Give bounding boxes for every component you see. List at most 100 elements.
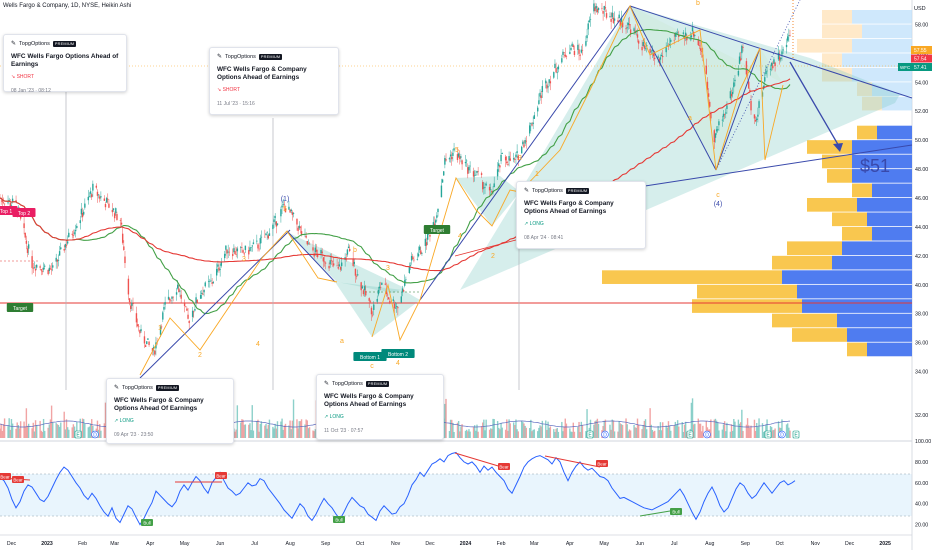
volume-bar [594,421,596,438]
publisher-name[interactable]: TopgOptions [225,53,256,60]
idea-card-5[interactable]: ✎ TopgOptions PREMIUM WFC Wells Fargo & Co… [316,374,444,440]
candle-body [340,262,343,267]
volume-bar [529,428,531,438]
price-tick-label: 58.00 [915,22,928,28]
candle-body [127,278,130,295]
candle-body [507,163,509,165]
candle-body [148,341,150,345]
symbol-title[interactable]: Wells Fargo & Company, 1D, NYSE, Heikin … [3,3,132,9]
idea-title[interactable]: WFC Wells Fargo & Company Options Ahead … [324,393,414,408]
candle-body [490,189,492,190]
volume-profile-buy [692,299,802,313]
volume-bar [557,431,560,438]
publisher-name[interactable]: TopgOptions [332,380,363,387]
volume-bar [24,426,26,438]
idea-title[interactable]: WFC Wells Fargo & Company Options Ahead … [114,397,204,412]
volume-bar [525,427,527,438]
volume-bar [749,427,751,438]
volume-profile-sell [852,169,912,183]
candle-body [541,86,544,93]
volume-bar [604,419,607,438]
volume-bar [546,429,548,438]
volume-bar [762,431,765,438]
volume-bar [103,423,106,438]
volume-bar [722,424,725,438]
candle-body [41,271,44,272]
candle-body [39,266,41,268]
candle-body [506,161,508,164]
volume-bar [473,425,476,438]
volume-bar [40,430,42,438]
candle-body [328,265,330,269]
idea-card-4[interactable]: ✎ TopgOptions PREMIUM WFC Wells Fargo & Co… [106,378,234,444]
volume-bar [537,431,539,438]
publisher-name[interactable]: TopgOptions [122,384,153,391]
candle-body [433,223,436,226]
idea-title[interactable]: WFC Wells Fargo & Company Options Ahead … [217,66,307,81]
volume-bar [44,430,46,438]
signal-label: Bull [335,518,342,523]
candle-body [523,144,525,148]
candle-body [57,259,60,261]
idea-title[interactable]: WFC Wells Fargo & Company Options Ahead … [524,200,614,215]
idea-card-3[interactable]: ✎ TopgOptions PREMIUM WFC Wells Fargo & Co… [516,181,646,249]
candle-body [533,115,536,119]
volume-bar [730,424,733,438]
time-tick-label: Jul [251,541,258,547]
candle-body [464,162,467,164]
candle-body [522,141,524,145]
candle-body [188,320,190,324]
volume-bar [272,426,274,438]
candle-body [258,248,260,250]
volume-profile-sell [872,183,912,198]
volume-profile-sell [862,24,912,39]
candle-body [377,289,380,295]
candle-body [657,56,659,58]
volume-bar [564,418,566,438]
volume-bar [240,422,242,438]
volume-bar [753,419,756,438]
idea-title[interactable]: WFC Wells Fargo Options Ahead of Earning… [11,53,119,68]
publisher-logo-icon: ✎ [11,41,17,47]
earnings-marker-label: E [688,433,692,439]
volume-profile-buy [857,82,872,96]
candle-body [473,175,476,177]
volume-bar [613,431,616,438]
candle-body [242,250,244,253]
volume-bar [266,428,268,438]
pattern-label-box [12,208,36,217]
candle-body [47,269,49,275]
candle-body [196,299,198,303]
candle-body [187,314,189,319]
candle-body [168,298,171,301]
volume-bar [577,427,579,438]
volume-profile-buy [822,24,862,39]
volume-bar [772,430,774,438]
candle-body [642,41,644,47]
volume-bar [748,425,750,438]
volume-profile [602,10,912,357]
candle-body [60,247,62,250]
publisher-name[interactable]: TopgOptions [19,40,50,47]
volume-bar [733,418,735,438]
volume-bar [756,423,758,438]
publisher-name[interactable]: TopgOptions [532,187,563,194]
idea-card-2[interactable]: ✎ TopgOptions PREMIUM WFC Wells Fargo & Co… [209,47,339,115]
candle-body [757,114,759,117]
candles [0,0,791,357]
candle-body [562,51,564,55]
candle-body [733,82,735,88]
candle-body [212,282,214,283]
candle-body [734,79,736,82]
volume-profile-sell [867,212,912,227]
idea-card-1[interactable]: ✎ TopgOptions PREMIUM WFC Wells Fargo Opti… [3,34,127,94]
volume-bar [499,429,501,438]
volume-bar [490,428,492,438]
candle-body [381,282,383,285]
idea-date: 08 Apr '24 · 08:41 [524,235,564,241]
volume-profile-sell [852,154,912,169]
candle-body [210,280,212,282]
time-tick-label: Mar [530,541,539,547]
